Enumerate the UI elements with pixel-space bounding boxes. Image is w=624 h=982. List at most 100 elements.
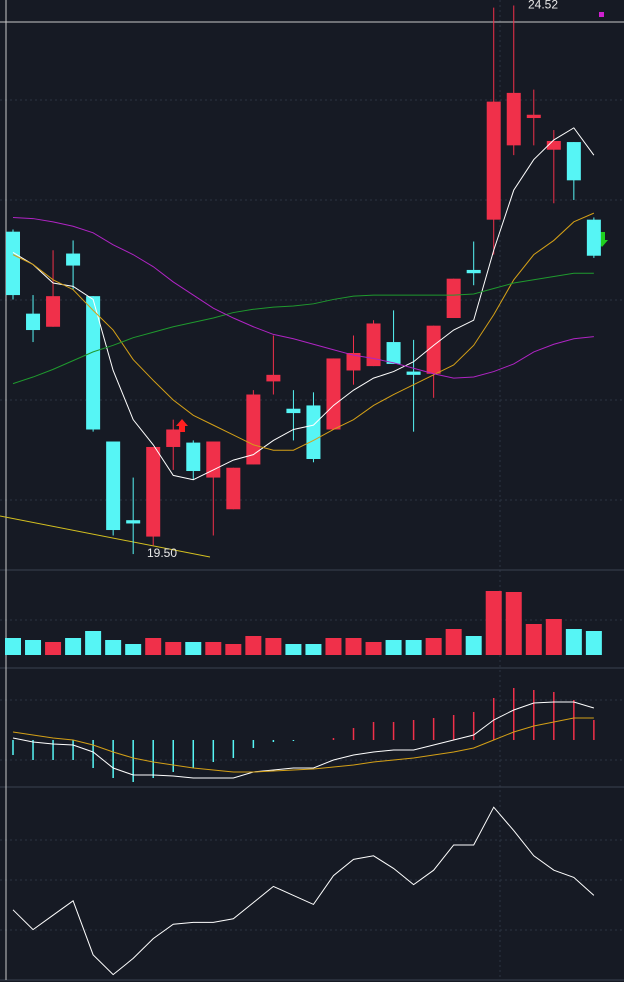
candle-body [426,325,441,374]
bar [85,631,102,655]
candle-body [446,278,461,319]
bar [545,619,562,655]
candle-body [506,92,521,146]
candle-body [166,429,181,447]
bar [525,624,542,655]
bar [445,629,462,655]
candle-body [526,114,541,119]
high-label: 24.52 [528,0,558,12]
bar [225,644,242,655]
bar [585,631,602,655]
line-series [12,127,595,481]
candle-body [266,374,281,382]
line-series [12,701,595,779]
candle-body [126,520,141,524]
bar [405,640,422,655]
bar [292,740,295,741]
bar [352,728,355,740]
bar [245,636,262,655]
bar [332,738,335,740]
candle-body [86,296,101,430]
bar [165,642,182,655]
bar [65,638,82,655]
candle-body [226,467,241,510]
bar [533,690,535,740]
candle-body [106,441,121,531]
bar [152,740,154,778]
candle-body [566,142,581,181]
candle-body [66,253,81,266]
candle-body [26,313,41,331]
candle-body [586,219,601,256]
bar [365,642,382,655]
bar [232,740,235,758]
bar [485,591,502,655]
bar [45,642,62,655]
line-series [12,717,594,773]
candle-body [6,231,20,296]
candle-body [306,405,321,459]
low-label: 19.50 [147,546,177,560]
bar [205,642,222,655]
bar [492,698,495,740]
line-series [12,272,594,385]
candle-body [186,442,201,472]
bar [345,638,362,655]
candle-body [326,358,341,430]
bar [272,740,275,742]
candle-body [366,323,381,367]
bar [192,740,195,768]
candle-body [386,342,401,364]
bar [145,638,162,655]
bar [72,740,74,760]
bar [472,712,475,740]
bar [125,644,142,655]
candle-body [146,446,161,537]
candle-body [406,371,421,375]
bar [565,629,582,655]
bar [372,722,375,740]
bar [5,638,21,655]
bar [513,688,515,740]
bar [385,640,402,655]
bar [425,638,442,655]
candle-body [286,408,301,414]
bar [172,740,174,772]
bar [465,636,482,655]
candle-body [466,269,481,274]
candle-body [246,394,261,465]
bar [285,644,302,655]
bar [12,740,14,755]
bar [325,638,342,655]
bar [432,718,435,740]
bar [392,722,395,740]
bar [252,740,255,748]
bar [553,692,555,740]
marker [599,12,604,17]
bar [25,640,42,655]
line-series [12,216,594,379]
bar [32,740,34,760]
candle-body [546,140,561,150]
bar [132,740,134,782]
bar [112,740,114,778]
bar [92,740,94,768]
line-series [12,212,595,451]
bar [212,740,215,762]
bar [305,644,322,655]
bar [452,715,455,740]
bar [593,720,595,740]
candle-body [486,101,501,220]
bar [52,740,54,760]
bar [412,720,415,740]
bar [505,592,522,655]
line-series [12,806,595,976]
candle-body [46,296,61,327]
bar [105,640,122,655]
bar [185,642,202,655]
